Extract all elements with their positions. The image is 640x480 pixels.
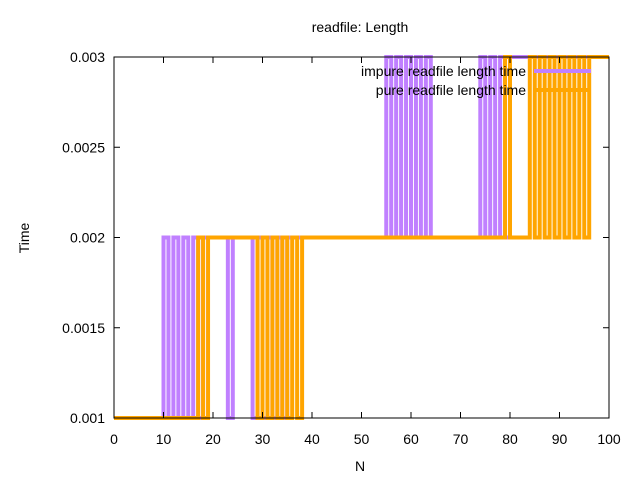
x-tick-label: 80 xyxy=(502,431,518,447)
x-tick-label: 30 xyxy=(255,431,271,447)
y-tick-label: 0.0015 xyxy=(62,320,105,336)
x-tick-label: 0 xyxy=(110,431,118,447)
y-tick-label: 0.0025 xyxy=(62,139,105,155)
chart-title: readfile: Length xyxy=(312,19,409,35)
x-tick-label: 70 xyxy=(453,431,469,447)
x-tick-label: 100 xyxy=(597,431,621,447)
axis-layer: 0 10 20 30 40 50 60 70 80 90 100 0.001 0.0015 0.002 0.… xyxy=(62,49,621,447)
series-line-2 xyxy=(114,55,609,420)
legend: impure readfile length time pure readfile… xyxy=(361,63,591,98)
x-tick-label: 90 xyxy=(552,431,568,447)
x-tick-label: 20 xyxy=(205,431,221,447)
y-tick-label: 0.002 xyxy=(70,230,105,246)
x-tick-label: 50 xyxy=(354,431,370,447)
x-tick-label: 60 xyxy=(403,431,419,447)
legend-label-2: pure readfile length time xyxy=(376,82,526,98)
series-layer xyxy=(114,55,609,420)
y-axis-label: Time xyxy=(16,222,32,253)
y-tick-label: 0.003 xyxy=(70,49,105,65)
y-tick-label: 0.001 xyxy=(70,410,105,426)
x-axis-label: N xyxy=(355,458,365,474)
x-tick-label: 10 xyxy=(156,431,172,447)
legend-label-1: impure readfile length time xyxy=(361,63,526,79)
x-tick-label: 40 xyxy=(304,431,320,447)
